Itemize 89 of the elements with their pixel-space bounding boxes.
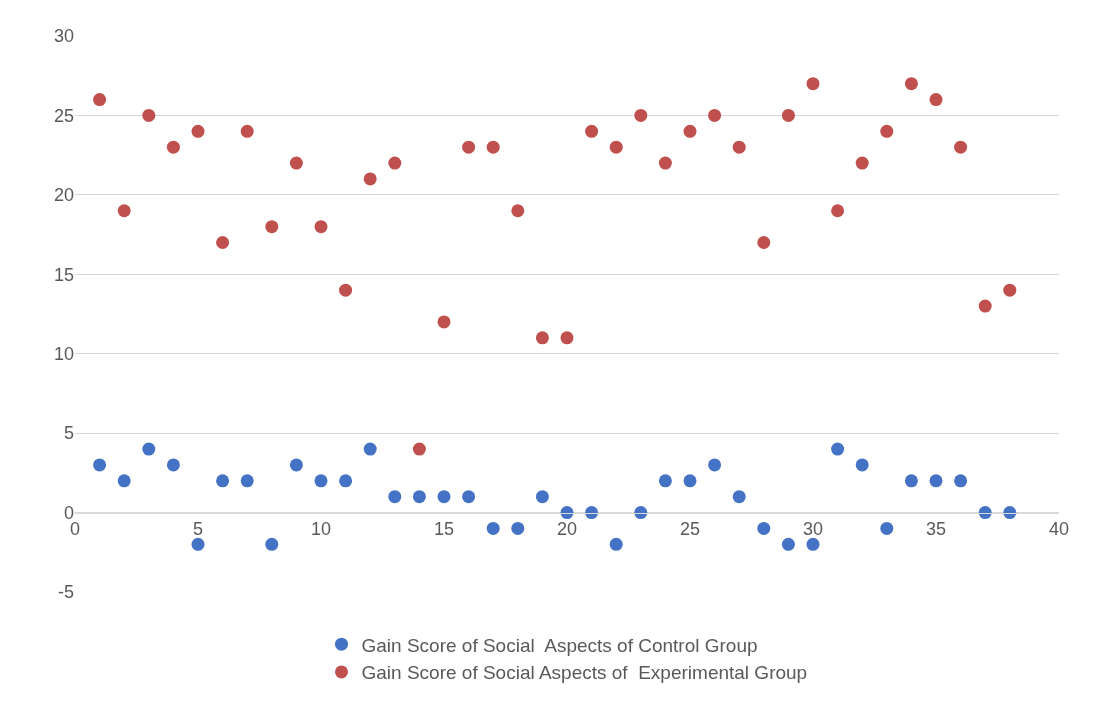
point: [265, 220, 279, 234]
point: [585, 124, 599, 138]
point: [339, 283, 353, 297]
y-tick-label: 20: [53, 185, 74, 206]
point: [412, 490, 426, 504]
point: [142, 442, 156, 456]
y-tick-label: -5: [57, 582, 74, 603]
point: [216, 474, 230, 488]
point: [363, 442, 377, 456]
x-tick-label: 20: [556, 519, 578, 540]
point: [806, 537, 820, 551]
point: [904, 474, 918, 488]
point: [265, 537, 279, 551]
point: [166, 458, 180, 472]
legend-label: Gain Score of Social Aspects of Experimental Group: [361, 662, 808, 684]
point: [954, 474, 968, 488]
point: [511, 521, 525, 535]
point: [904, 77, 918, 91]
x-tick-label: 15: [433, 519, 455, 540]
point: [191, 124, 205, 138]
point: [314, 474, 328, 488]
point: [93, 458, 107, 472]
x-tick-label: 35: [925, 519, 947, 540]
point: [142, 108, 156, 122]
point: [486, 140, 500, 154]
point: [658, 474, 672, 488]
point: [486, 521, 500, 535]
point: [781, 537, 795, 551]
y-tick-label: 5: [63, 423, 74, 444]
y-tick-label: 30: [53, 26, 74, 47]
point: [954, 140, 968, 154]
point: [708, 458, 722, 472]
point: [880, 521, 894, 535]
x-tick-label: 10: [310, 519, 332, 540]
point: [855, 156, 869, 170]
point: [437, 315, 451, 329]
point: [535, 331, 549, 345]
legend-label: Gain Score of Social Aspects of Control Group: [361, 634, 758, 656]
point: [117, 474, 131, 488]
point: [978, 299, 992, 313]
point: [609, 537, 623, 551]
point: [634, 108, 648, 122]
point: [289, 458, 303, 472]
point: [560, 331, 574, 345]
point: [363, 172, 377, 186]
x-tick-label: 40: [1048, 519, 1070, 540]
y-tick-label: 0: [63, 502, 74, 523]
point: [191, 537, 205, 551]
point: [855, 458, 869, 472]
point: [93, 93, 107, 107]
point: [240, 474, 254, 488]
x-tick-label: 25: [679, 519, 701, 540]
point: [535, 490, 549, 504]
point: [1003, 283, 1017, 297]
x-tick-label: 5: [192, 519, 204, 540]
y-tick-label: 10: [53, 344, 74, 365]
point: [437, 490, 451, 504]
point: [929, 93, 943, 107]
point: [166, 140, 180, 154]
point: [412, 442, 426, 456]
point: [757, 236, 771, 249]
point: [462, 490, 476, 504]
point: [806, 77, 820, 91]
point: [683, 474, 697, 488]
y-tick-label: 15: [53, 264, 74, 285]
point: [289, 156, 303, 170]
point: [732, 490, 746, 504]
point: [314, 220, 328, 234]
point: [216, 236, 230, 249]
point: [757, 521, 771, 535]
point: [683, 124, 697, 138]
point: [388, 156, 402, 170]
point: [658, 156, 672, 170]
point: [511, 204, 525, 218]
point: [609, 140, 623, 154]
point: [831, 204, 845, 218]
point: [831, 442, 845, 456]
point: [388, 490, 402, 504]
point: [732, 140, 746, 154]
point: [880, 124, 894, 138]
x-tick-label: 30: [802, 519, 824, 540]
point: [708, 108, 722, 122]
point: [240, 124, 254, 138]
point: [117, 204, 131, 218]
point: [339, 474, 353, 488]
point: [462, 140, 476, 154]
point: [781, 108, 795, 122]
point: [929, 474, 943, 488]
y-tick-label: 25: [53, 105, 74, 126]
